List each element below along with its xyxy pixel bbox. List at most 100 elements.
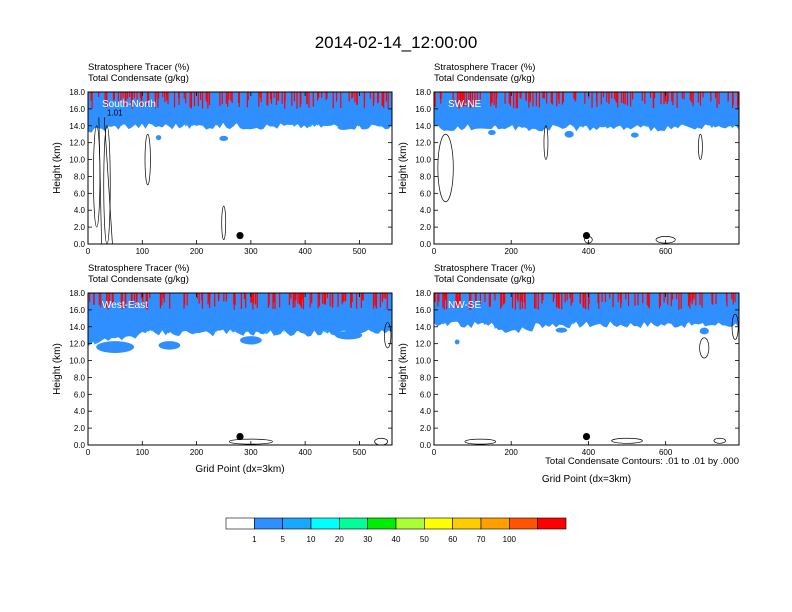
tracer-spike xyxy=(616,92,618,103)
ytick-label: 8.0 xyxy=(420,373,432,382)
tracer-spike xyxy=(322,293,324,304)
tracer-spike xyxy=(460,92,462,102)
tracer-spike xyxy=(272,293,274,310)
tracer-spike xyxy=(726,293,728,307)
tracer-spike xyxy=(377,92,379,102)
tracer-spike xyxy=(446,293,448,310)
tracer-spike xyxy=(223,293,225,302)
tracer-spike xyxy=(145,293,147,309)
panel-title-condensate: Total Condensate (g/kg) xyxy=(88,73,189,84)
tracer-spike xyxy=(627,293,630,307)
tracer-spike xyxy=(340,92,342,108)
tracer-spike xyxy=(258,92,260,107)
tracer-spike xyxy=(561,293,563,310)
xtick-label: 200 xyxy=(505,247,519,256)
colorbar-swatch xyxy=(452,517,482,530)
tracer-spike xyxy=(218,293,220,299)
tracer-spike xyxy=(732,293,734,305)
tracer-spike xyxy=(112,92,115,101)
location-marker xyxy=(582,231,591,240)
colorbar-label: 60 xyxy=(448,535,457,544)
tracer-spike xyxy=(267,293,270,308)
xtick-label: 0 xyxy=(432,247,437,256)
tracer-spike xyxy=(201,92,204,109)
tracer-spike xyxy=(183,293,186,305)
tracer-blob xyxy=(219,135,229,141)
tracer-spike xyxy=(517,293,519,302)
condensate-contour xyxy=(98,117,113,244)
ytick-label: 12.0 xyxy=(69,139,85,148)
tracer-spike xyxy=(583,293,585,309)
tracer-spike xyxy=(291,92,293,106)
tracer-spike xyxy=(154,92,156,109)
tracer-spike xyxy=(302,293,304,299)
tracer-spike xyxy=(488,293,491,305)
tracer-spike xyxy=(647,293,649,307)
condensate-contour xyxy=(384,322,392,349)
plot-frame xyxy=(87,91,393,245)
tracer-spike xyxy=(553,293,555,299)
tracer-spike xyxy=(90,92,92,101)
ytick-label: 2.0 xyxy=(420,424,432,433)
tracer-spike xyxy=(221,92,223,105)
tracer-spike xyxy=(373,92,375,103)
tracer-spike xyxy=(727,92,729,102)
tracer-spike xyxy=(642,293,644,304)
tracer-spike xyxy=(178,92,180,99)
tracer-spike xyxy=(356,92,358,105)
tracer-spike xyxy=(332,92,334,109)
tracer-spike xyxy=(691,92,693,103)
tracer-spike xyxy=(602,92,605,98)
tracer-spike xyxy=(475,293,477,302)
ytick-label: 2.0 xyxy=(74,223,86,232)
tracer-band xyxy=(434,293,739,334)
tracer-spike xyxy=(121,293,123,310)
tracer-spike xyxy=(350,293,352,308)
tracer-spike xyxy=(678,293,680,310)
tracer-spike xyxy=(234,293,236,305)
tracer-spike xyxy=(225,293,227,302)
colorbar-swatch xyxy=(225,517,255,530)
tracer-spike xyxy=(683,92,685,100)
tracer-spike xyxy=(566,293,568,301)
panels: Stratosphere Tracer (%)Total Condensate … xyxy=(52,62,740,485)
tracer-band xyxy=(88,92,392,133)
tracer-spike xyxy=(524,293,526,310)
colorbar-label: 20 xyxy=(335,535,344,544)
panel-sw-ne: Stratosphere Tracer (%)Total Condensate … xyxy=(398,62,740,256)
tracer-spike xyxy=(562,92,564,103)
tracer-spike xyxy=(126,92,129,99)
tracer-spike xyxy=(671,293,674,300)
tracer-spike xyxy=(693,293,695,299)
y-axis-label: Height (km) xyxy=(398,142,409,194)
tracer-spike xyxy=(631,92,634,100)
colorbar-label: 5 xyxy=(280,535,285,544)
xtick-label: 0 xyxy=(86,448,91,457)
tracer-spike xyxy=(550,92,552,103)
tracer-spike xyxy=(105,92,108,108)
colorbar-label: 70 xyxy=(477,535,486,544)
tracer-spike xyxy=(681,92,683,99)
ytick-label: 6.0 xyxy=(74,390,86,399)
condensate-contour xyxy=(543,125,549,160)
tracer-spike xyxy=(462,92,464,104)
xtick-label: 0 xyxy=(432,448,437,457)
tracer-spike xyxy=(438,293,440,302)
ytick-label: 16.0 xyxy=(415,306,431,315)
xtick-label: 500 xyxy=(353,247,367,256)
y-axis-label: Height (km) xyxy=(398,343,409,395)
colorbar-swatch xyxy=(509,517,538,530)
tracer-spike xyxy=(695,293,697,306)
tracer-spike xyxy=(107,293,109,310)
ytick-label: 18.0 xyxy=(69,88,85,97)
tracer-spike xyxy=(702,92,704,98)
tracer-spike xyxy=(268,293,270,306)
ytick-label: 14.0 xyxy=(69,323,85,332)
tracer-spike xyxy=(251,293,253,303)
tracer-spike xyxy=(712,293,714,305)
tracer-spike xyxy=(197,92,199,106)
tracer-spike xyxy=(301,293,303,301)
tracer-spike xyxy=(716,92,718,108)
tracer-spike xyxy=(199,92,202,100)
ytick-label: 14.0 xyxy=(415,323,431,332)
